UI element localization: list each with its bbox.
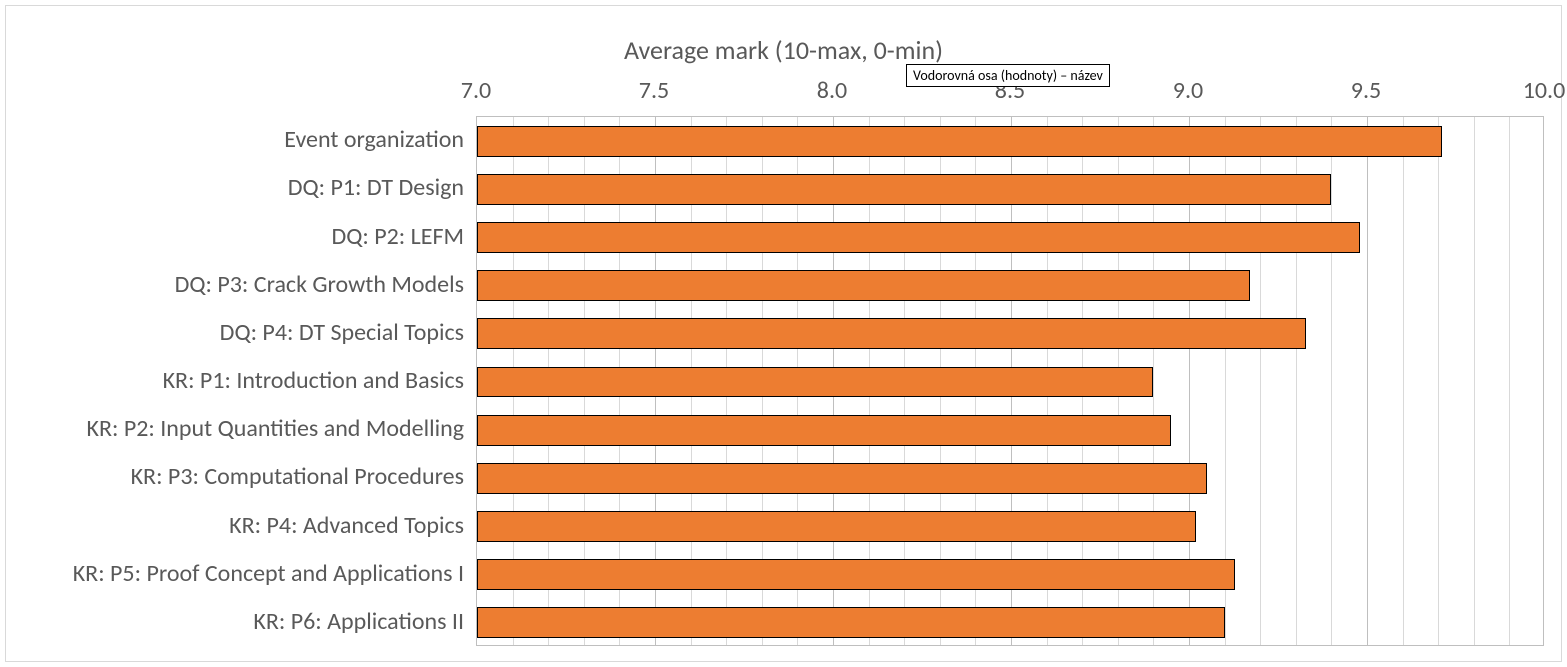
x-tick-label: 7.5	[639, 76, 669, 105]
bar	[477, 463, 1207, 494]
category-label: DQ: P1: DT Design	[6, 173, 464, 202]
bar	[477, 511, 1196, 542]
category-label: KR: P5: Proof Concept and Applications I	[6, 559, 464, 588]
category-label: Event organization	[6, 125, 464, 154]
category-label: KR: P2: Input Quantities and Modelling	[6, 414, 464, 443]
x-tick-label: 7.0	[461, 76, 491, 105]
bar	[477, 607, 1225, 638]
x-tick-label: 9.0	[1173, 76, 1203, 105]
gridline-major	[1367, 117, 1368, 645]
chart-title: Average mark (10-max, 0-min)	[6, 34, 1561, 66]
bar	[477, 222, 1360, 253]
bar	[477, 318, 1306, 349]
bar	[477, 415, 1171, 446]
x-tick-label: 10.0	[1523, 76, 1566, 105]
bar	[477, 367, 1153, 398]
category-label: KR: P6: Applications II	[6, 607, 464, 636]
category-label: KR: P4: Advanced Topics	[6, 511, 464, 540]
category-label: KR: P3: Computational Procedures	[6, 462, 464, 491]
gridline-minor	[1403, 117, 1404, 645]
gridline-minor	[1438, 117, 1439, 645]
gridline-minor	[1331, 117, 1332, 645]
gridline-minor	[1474, 117, 1475, 645]
axis-title-tooltip: Vodorovná osa (hodnoty) – název	[906, 64, 1110, 87]
chart-frame: Average mark (10-max, 0-min) Vodorovná o…	[5, 5, 1562, 662]
category-label: KR: P1: Introduction and Basics	[6, 366, 464, 395]
bar	[477, 559, 1235, 590]
gridline-minor	[1509, 117, 1510, 645]
plot-area	[476, 116, 1544, 646]
category-label: DQ: P2: LEFM	[6, 222, 464, 251]
x-tick-label: 8.0	[817, 76, 847, 105]
category-label: DQ: P3: Crack Growth Models	[6, 270, 464, 299]
bar	[477, 126, 1442, 157]
x-tick-label: 9.5	[1351, 76, 1381, 105]
bar	[477, 174, 1331, 205]
bar	[477, 270, 1250, 301]
category-label: DQ: P4: DT Special Topics	[6, 318, 464, 347]
